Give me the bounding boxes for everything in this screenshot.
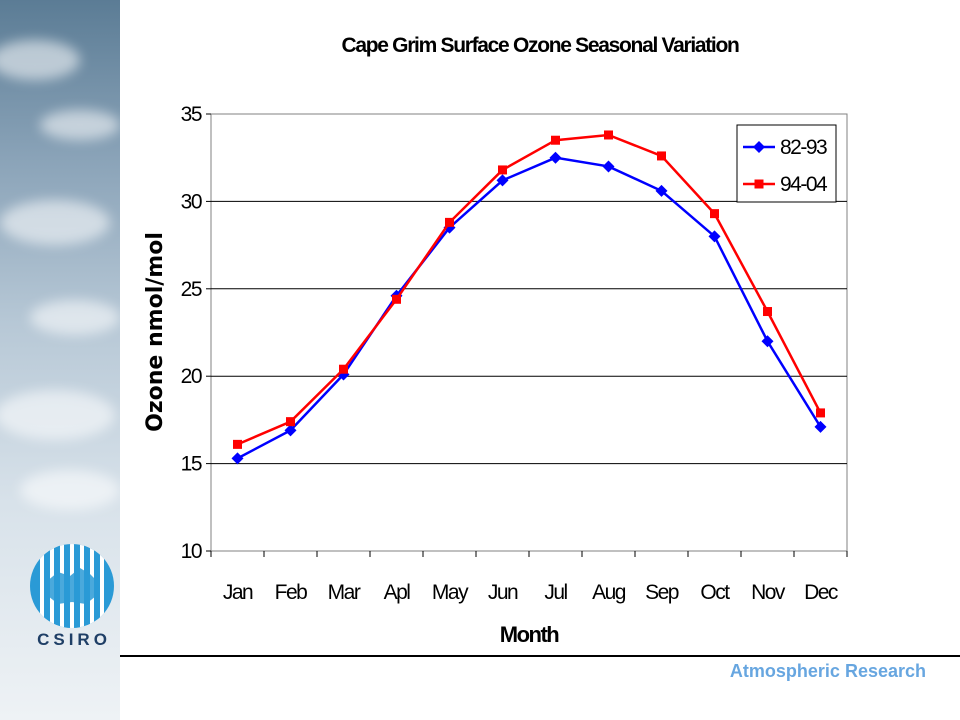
legend-item: 82-93 xyxy=(743,136,829,159)
data-point xyxy=(549,151,562,164)
legend-label: 82-93 xyxy=(780,136,827,159)
data-point xyxy=(761,335,774,348)
x-tick-label: Dec xyxy=(804,581,838,604)
x-tick-label: May xyxy=(432,581,469,604)
data-point xyxy=(655,184,668,197)
legend-box xyxy=(736,124,837,203)
x-tick-label: Jul xyxy=(544,581,567,604)
y-tick-label: 15 xyxy=(181,453,202,476)
data-point xyxy=(657,151,666,161)
y-tick-label: 35 xyxy=(181,103,202,126)
x-tick-label: Oct xyxy=(700,581,730,604)
logo-text: CSIRO xyxy=(37,630,111,649)
y-axis-ticks: 10 15 20 25 30 35 xyxy=(181,103,211,563)
y-tick-label: 30 xyxy=(181,190,202,213)
x-tick-label: Aug xyxy=(592,581,626,604)
data-point xyxy=(496,174,509,187)
x-tick-label: Nov xyxy=(751,581,786,604)
x-axis-label: Month xyxy=(500,622,560,647)
legend-swatch-marker xyxy=(753,141,765,153)
x-tick-label: Feb xyxy=(275,581,308,604)
data-point xyxy=(763,307,772,317)
series-82-93 xyxy=(231,151,827,465)
y-tick-label: 20 xyxy=(181,365,202,388)
x-tick-label: Sep xyxy=(645,581,679,604)
data-point xyxy=(710,209,719,219)
series-group xyxy=(231,130,827,465)
data-point xyxy=(233,439,242,449)
series-line xyxy=(237,133,822,446)
legend-item: 94-04 xyxy=(743,173,830,196)
data-point xyxy=(445,217,454,227)
y-axis-label: Ozone nmol/mol xyxy=(143,232,168,432)
data-point xyxy=(286,417,295,427)
chart-title: Cape Grim Surface Ozone Seasonal Variati… xyxy=(341,34,739,57)
legend: 82-93 94-04 xyxy=(736,124,837,203)
legend-label: 94-04 xyxy=(780,173,828,196)
series-94-04 xyxy=(233,130,825,449)
data-point xyxy=(816,408,825,418)
data-point xyxy=(604,130,613,140)
x-tick-label: Apl xyxy=(384,581,411,604)
data-point xyxy=(708,230,721,243)
x-tick-label: Jan xyxy=(223,581,253,604)
data-point xyxy=(284,424,297,437)
x-tick-label: Mar xyxy=(328,581,361,604)
y-tick-label: 10 xyxy=(181,540,202,563)
csiro-logo xyxy=(30,544,114,628)
data-point xyxy=(231,452,244,465)
y-tick-label: 25 xyxy=(181,278,202,301)
footer-text: Atmospheric Research xyxy=(729,661,926,681)
footer-divider xyxy=(120,655,960,657)
legend-swatch-marker xyxy=(754,179,764,189)
data-point xyxy=(498,165,507,175)
sky-background xyxy=(0,0,120,720)
data-point xyxy=(551,135,560,145)
data-point xyxy=(814,420,827,433)
series-line xyxy=(236,156,822,460)
data-point xyxy=(339,364,348,374)
x-tick-label: Jun xyxy=(488,581,518,604)
x-axis-ticks: Jan Feb Mar Apl May Jun Jul Aug Sep Oct Nov Dec xyxy=(210,551,848,604)
data-point xyxy=(392,294,401,304)
data-point xyxy=(602,160,615,173)
